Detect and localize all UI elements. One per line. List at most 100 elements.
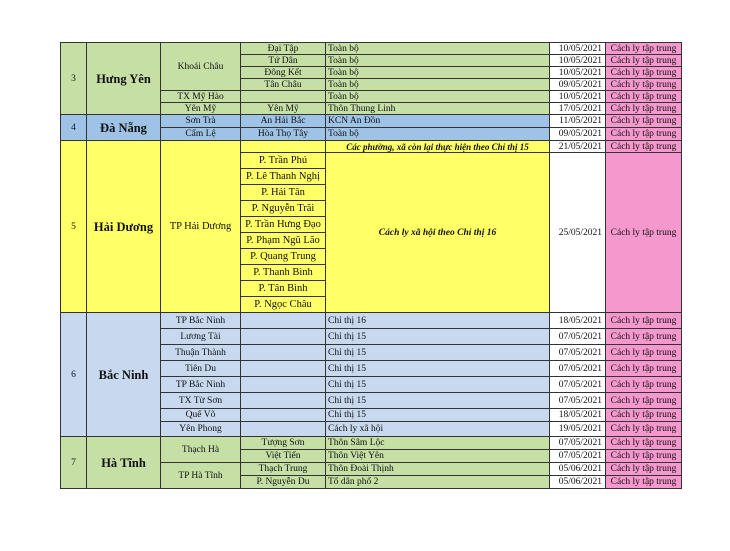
ward-cell: P. Quang Trung [240, 248, 326, 265]
measure-cell: Cách ly tập trung [605, 376, 682, 393]
area-cell: Cách ly xã hội [325, 421, 550, 437]
district-cell: TX Từ Sơn [160, 392, 241, 409]
ward-cell [240, 376, 326, 393]
date-cell: 21/05/2021 [549, 140, 606, 153]
ward-cell: Tượng Sơn [240, 436, 326, 450]
area-cell: Chỉ thị 15 [325, 328, 550, 345]
measure-cell: Cách ly tập trung [605, 312, 682, 329]
date-cell: 05/06/2021 [549, 462, 606, 476]
date-cell: 05/06/2021 [549, 475, 606, 489]
area-cell: Tổ dân phố 2 [325, 475, 550, 489]
district-cell: TP Hà Tĩnh [160, 462, 241, 489]
area-cell: Chỉ thị 15 [325, 408, 550, 422]
district-cell: Cẩm Lệ [160, 127, 241, 141]
date-cell: 25/05/2021 [549, 152, 606, 313]
date-cell: 19/05/2021 [549, 421, 606, 437]
ward-cell: Tứ Dân [240, 54, 326, 67]
district-cell: Yên Mỹ [160, 102, 241, 115]
date-cell: 18/05/2021 [549, 312, 606, 329]
ward-cell: P. Ngọc Châu [240, 296, 326, 313]
date-cell: 10/05/2021 [549, 90, 606, 103]
ward-cell: P. Hải Tân [240, 184, 326, 201]
ward-cell: P. Thanh Bình [240, 264, 326, 281]
measure-cell: Cách ly tập trung [605, 102, 682, 115]
table-row: P. Nguyễn Trãi [61, 200, 682, 217]
measure-cell: Cách ly tập trung [605, 140, 682, 153]
measure-cell: Cách ly tập trung [605, 328, 682, 345]
district-cell: Thuận Thành [160, 344, 241, 361]
area-cell: Thôn Sâm Lộc [325, 436, 550, 450]
stt-cell: 5 [60, 140, 87, 313]
ward-cell: Hòa Thọ Tây [240, 127, 326, 141]
ward-cell: P. Nguyễn Du [240, 475, 326, 489]
ward-cell: P. Phạm Ngũ Lão [240, 232, 326, 249]
ward-cell: P. Tân Bình [240, 280, 326, 297]
date-cell: 10/05/2021 [549, 66, 606, 79]
measure-cell: Cách ly tập trung [605, 392, 682, 409]
stt-cell: 3 [60, 42, 87, 115]
table-row: 4 Đà Nẵng Sơn Trà An Hải Bắc KCN An Đồn … [60, 114, 682, 141]
ward-cell: P. Trần Hưng Đạo [240, 216, 326, 233]
district-cell: TP Bắc Ninh [160, 312, 241, 329]
district-cell: Lương Tài [160, 328, 241, 345]
table-row: Cẩm Lệ Hòa Thọ Tây Toàn bộ 09/05/2021 Cá… [61, 127, 682, 141]
ward-cell [240, 312, 326, 329]
date-cell: 07/05/2021 [549, 328, 606, 345]
measure-cell: Cách ly tập trung [605, 54, 682, 67]
measure-cell: Cách ly tập trung [605, 408, 682, 422]
ward-cell: Việt Tiến [240, 449, 326, 463]
area-cell: KCN An Đồn [325, 114, 550, 128]
ward-cell [240, 344, 326, 361]
district-cell: TP Bắc Ninh [160, 376, 241, 393]
area-cell: Chỉ thị 15 [325, 392, 550, 409]
ward-cell: P. Nguyễn Trãi [240, 200, 326, 217]
date-cell: 07/05/2021 [549, 449, 606, 463]
ward-cell [240, 421, 326, 437]
date-cell: 07/05/2021 [549, 392, 606, 409]
measure-cell: Cách ly tập trung [605, 90, 682, 103]
date-cell: 17/05/2021 [549, 102, 606, 115]
table-row: 6 Bắc Ninh TP Bắc Ninh Chỉ thị 16 18/05/… [60, 312, 682, 437]
date-cell: 09/05/2021 [549, 127, 606, 141]
ward-cell [240, 360, 326, 377]
district-cell: TX Mỹ Hào [160, 90, 241, 103]
area-cell: Toàn bộ [325, 66, 550, 79]
table-row: Đông Kết Toàn bộ 10/05/2021 Cách ly tập … [61, 66, 682, 79]
stt-cell: 4 [60, 114, 87, 141]
table-row: Việt Tiến Thôn Việt Yên 07/05/2021 Cách … [61, 449, 682, 463]
ward-cell: P. Lê Thanh Nghị [240, 168, 326, 185]
province-cell: Hà Tĩnh [86, 436, 161, 489]
area-cell: Chỉ thị 15 [325, 344, 550, 361]
area-cell: Cách ly xã hội theo Chỉ thị 16 [325, 152, 550, 313]
district-cell: Yên Phong [160, 421, 241, 437]
date-cell: 18/05/2021 [549, 408, 606, 422]
measure-cell: Cách ly tập trung [605, 78, 682, 91]
area-cell: Toàn bộ [325, 42, 550, 55]
area-cell: Chỉ thị 15 [325, 360, 550, 377]
table-row: TX Từ Sơn Chỉ thị 15 07/05/2021 Cách ly … [61, 392, 682, 409]
table-row: P. Tân Bình [61, 280, 682, 297]
table-row: Tân Châu Toàn bộ 09/05/2021 Cách ly tập … [61, 78, 682, 91]
area-cell: Thôn Đoài Thịnh [325, 462, 550, 476]
area-cell: Toàn bộ [325, 127, 550, 141]
table-row: TX Mỹ Hào Toàn bộ 10/05/2021 Cách ly tập… [61, 90, 682, 103]
measure-cell: Cách ly tập trung [605, 152, 682, 313]
area-cell: Toàn bộ [325, 54, 550, 67]
date-cell: 10/05/2021 [549, 54, 606, 67]
table-row: P. Nguyễn Du Tổ dân phố 2 05/06/2021 Các… [61, 475, 682, 489]
ward-cell: Yên Mỹ [240, 102, 326, 115]
table-row: TP Bắc Ninh Chỉ thị 15 07/05/2021 Cách l… [61, 376, 682, 393]
table-row: 5 Hải Dương TP Hải Dương Các phường, xã … [60, 140, 682, 313]
district-cell: Khoái Châu [160, 42, 241, 91]
area-cell: Các phường, xã còn lại thực hiện theo Ch… [325, 140, 550, 153]
table-row: 7 Hà Tĩnh Thạch Hà Tượng Sơn Thôn Sâm Lộ… [60, 436, 682, 489]
stt-cell: 6 [60, 312, 87, 437]
ward-cell [240, 328, 326, 345]
ward-cell: Tân Châu [240, 78, 326, 91]
date-cell: 10/05/2021 [549, 42, 606, 55]
table-row: Tiên Du Chỉ thị 15 07/05/2021 Cách ly tậ… [61, 360, 682, 377]
table-row: Yên Mỹ Yên Mỹ Thôn Thung Linh 17/05/2021… [61, 102, 682, 115]
measure-cell: Cách ly tập trung [605, 475, 682, 489]
date-cell: 07/05/2021 [549, 344, 606, 361]
province-cell: Hải Dương [86, 140, 161, 313]
